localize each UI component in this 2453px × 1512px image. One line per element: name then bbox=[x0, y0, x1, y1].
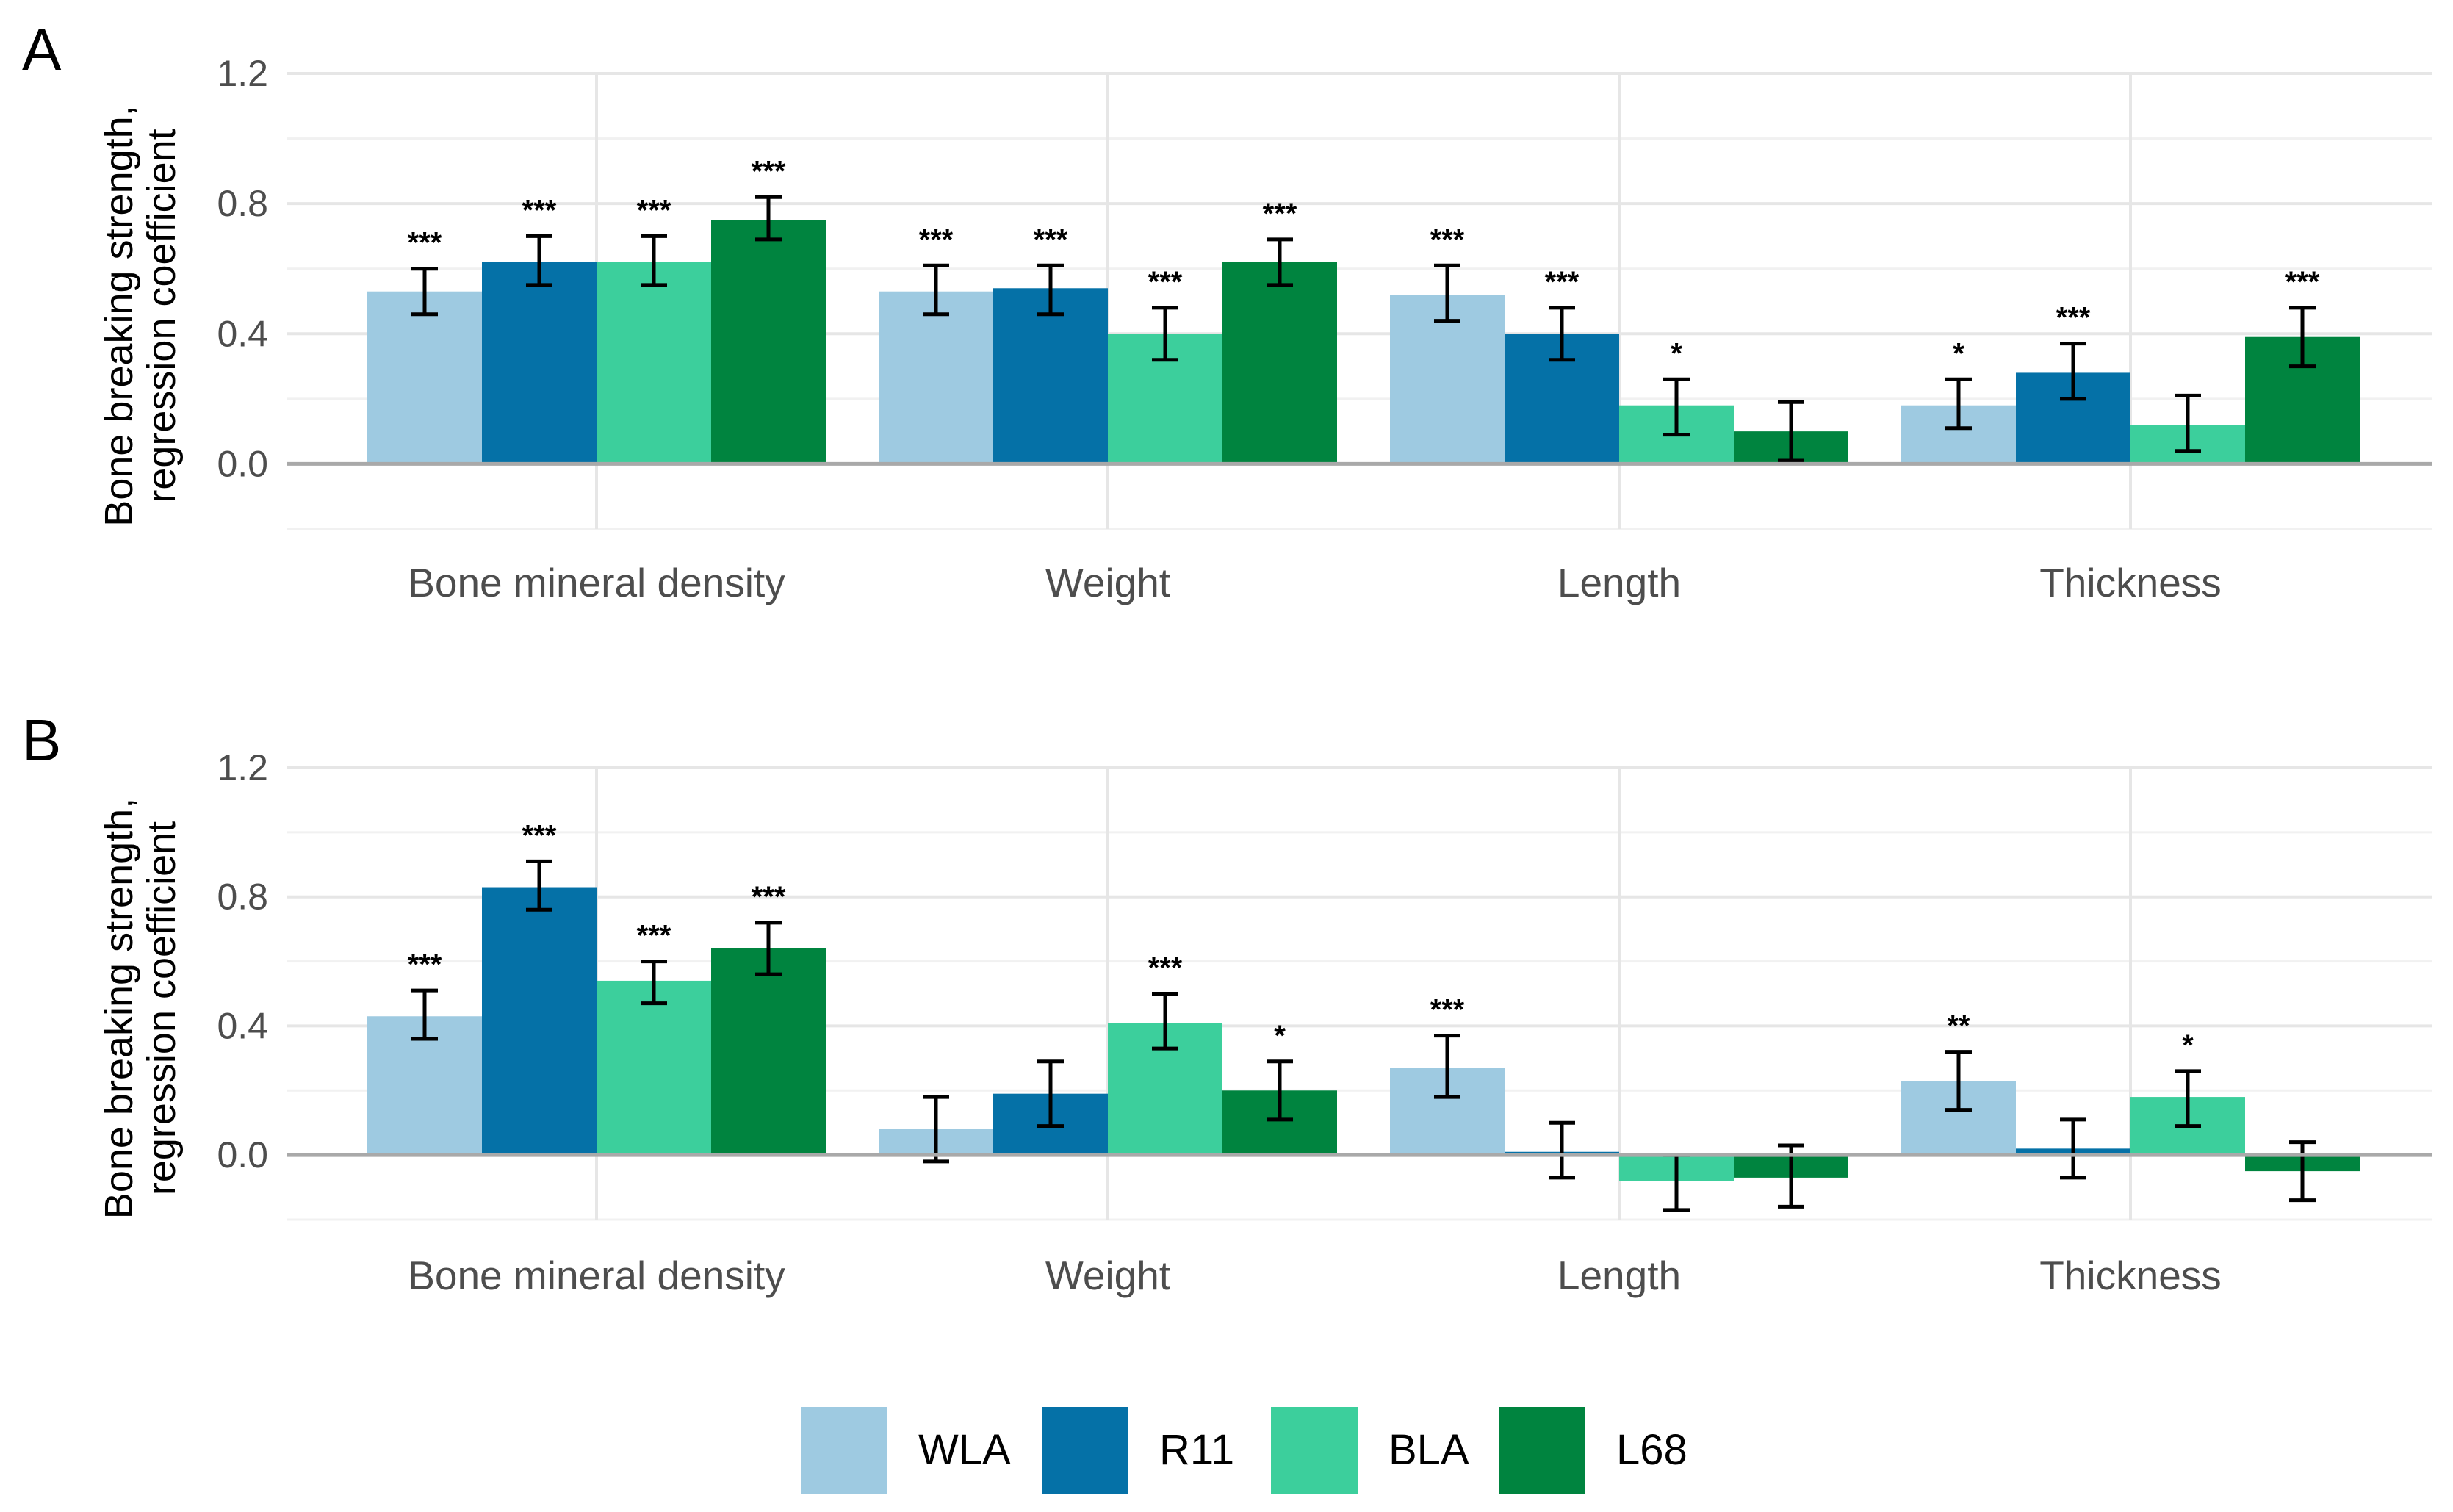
y-tick-label: 0.8 bbox=[217, 183, 268, 224]
significance-label: *** bbox=[408, 227, 442, 259]
category-label: Length bbox=[1557, 560, 1681, 605]
bar-bla bbox=[597, 980, 711, 1156]
significance-label: *** bbox=[1034, 223, 1068, 256]
panel-label: B bbox=[22, 708, 61, 773]
significance-label: *** bbox=[408, 948, 442, 981]
category-label: Thickness bbox=[2039, 560, 2222, 605]
bar-wla bbox=[879, 291, 993, 464]
y-axis-title-line-2: regression coefficient bbox=[140, 821, 184, 1195]
panel-b: B 0.0 0.4 0.8 1.2 Bone breaking strength,regr… bbox=[22, 708, 2432, 1298]
y-tick-label: 0.8 bbox=[217, 876, 268, 918]
legend-label: WLA bbox=[918, 1426, 1011, 1474]
significance-label: * bbox=[1274, 1020, 1286, 1052]
y-axis-title-line-1: Bone breaking strength, bbox=[97, 105, 141, 526]
y-tick-label: 0.0 bbox=[217, 1134, 268, 1176]
significance-label: *** bbox=[2056, 302, 2091, 334]
significance-label: *** bbox=[637, 194, 671, 226]
legend-label: BLA bbox=[1388, 1426, 1469, 1474]
significance-label: * bbox=[2182, 1029, 2194, 1062]
panel-label: A bbox=[22, 17, 62, 82]
significance-label: *** bbox=[1430, 223, 1465, 256]
significance-label: *** bbox=[1430, 994, 1465, 1026]
bar-wla bbox=[1390, 295, 1505, 464]
y-tick-label: 1.2 bbox=[217, 53, 268, 94]
legend-swatch-r11 bbox=[1042, 1407, 1128, 1494]
legend-label: R11 bbox=[1159, 1426, 1234, 1474]
category-label: Bone mineral density bbox=[408, 560, 785, 605]
panel-a: A 0.0 0.4 0.8 1.2 Bone breaking strength,regr… bbox=[22, 17, 2432, 605]
y-tick-label: 1.2 bbox=[217, 747, 268, 788]
category-label: Weight bbox=[1045, 1253, 1170, 1298]
y-tick-label: 0.4 bbox=[217, 1005, 268, 1046]
category-label: Thickness bbox=[2039, 1253, 2222, 1298]
y-axis-title-line-1: Bone breaking strength, bbox=[97, 798, 141, 1219]
legend-label: L68 bbox=[1616, 1426, 1687, 1474]
significance-label: *** bbox=[1545, 266, 1579, 298]
legend-swatch-wla bbox=[801, 1407, 887, 1494]
bar-r11 bbox=[482, 887, 597, 1156]
category-label: Weight bbox=[1045, 560, 1170, 605]
legend-swatch-bla bbox=[1271, 1407, 1358, 1494]
y-axis-title-line-2: regression coefficient bbox=[140, 129, 184, 503]
category-label: Bone mineral density bbox=[408, 1253, 785, 1298]
bar-l68 bbox=[711, 220, 826, 464]
significance-label: *** bbox=[2285, 266, 2320, 298]
significance-label: * bbox=[1671, 337, 1682, 370]
y-tick-label: 0.0 bbox=[217, 443, 268, 484]
significance-label: *** bbox=[522, 194, 557, 226]
significance-label: ** bbox=[1947, 1010, 1970, 1043]
significance-label: *** bbox=[522, 819, 557, 852]
significance-label: *** bbox=[1263, 198, 1297, 230]
legend-swatch-l68 bbox=[1499, 1407, 1585, 1494]
bar-r11 bbox=[993, 288, 1108, 464]
category-label: Length bbox=[1557, 1253, 1681, 1298]
significance-label: *** bbox=[637, 920, 671, 952]
bar-l68 bbox=[1222, 262, 1337, 464]
bar-r11 bbox=[482, 262, 597, 464]
bar-wla bbox=[367, 291, 482, 464]
y-tick-label: 0.4 bbox=[217, 313, 268, 354]
bar-l68 bbox=[711, 948, 826, 1156]
significance-label: *** bbox=[919, 223, 954, 256]
significance-label: *** bbox=[1148, 266, 1183, 298]
legend: WLA R11 BLA L68 bbox=[801, 1407, 1687, 1494]
significance-label: * bbox=[1953, 337, 1964, 370]
bar-bla bbox=[597, 262, 711, 464]
significance-label: *** bbox=[1148, 952, 1183, 984]
significance-label: *** bbox=[752, 155, 786, 187]
significance-label: *** bbox=[752, 881, 786, 913]
